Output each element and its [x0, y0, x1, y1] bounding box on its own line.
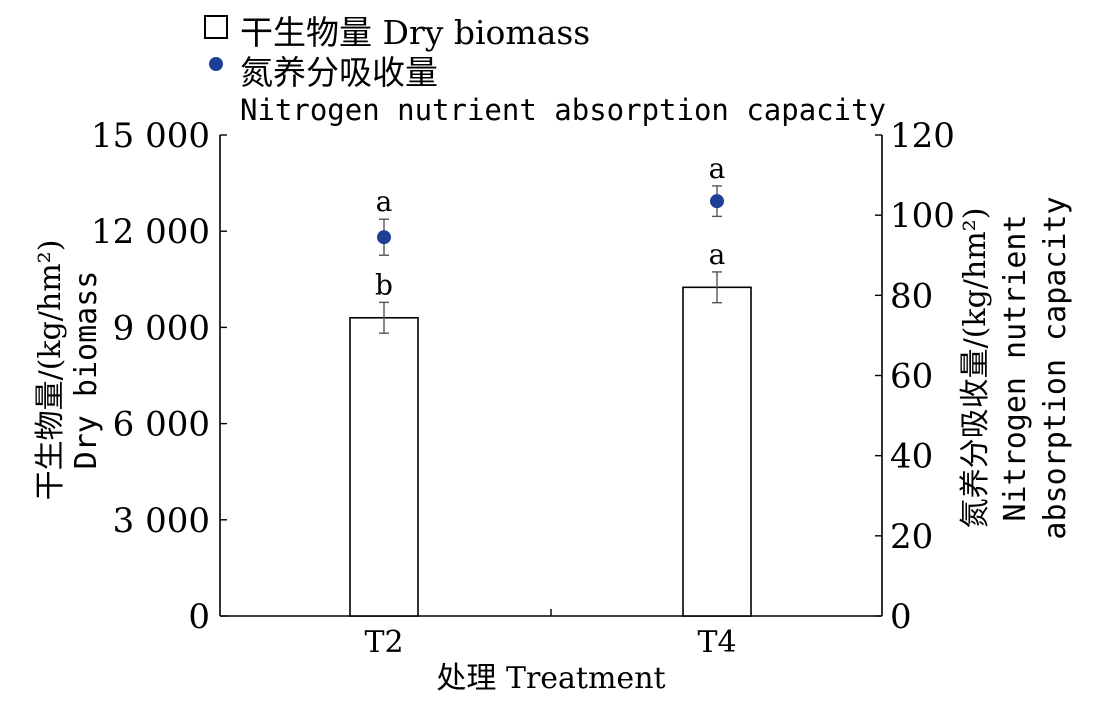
right-tick-label: 100: [890, 196, 955, 236]
point-nitrogen: [710, 194, 724, 209]
bar-dry-biomass: [349, 316, 419, 617]
left-tick-label: 12 000: [91, 212, 210, 252]
left-axis-title: 干生物量/(kg/hm²) Dry biomass: [33, 240, 104, 501]
right-axis-label-line1: 氮养分吸收量/(kg/hm²): [958, 208, 993, 529]
right-tick-label: 60: [890, 357, 933, 397]
right-tick-label: 20: [890, 517, 933, 557]
legend-square-marker: [204, 15, 228, 39]
x-category-label: T2: [364, 625, 403, 660]
legend-label-dry-biomass: 干生物量 Dry biomass: [240, 13, 590, 52]
bar-significance-label: a: [709, 238, 726, 271]
point-significance-label: a: [376, 185, 393, 218]
legend-circle-marker: [209, 57, 223, 71]
right-tick-label: 0: [890, 597, 912, 637]
right-axis-title: 氮养分吸收量/(kg/hm²) Nitrogen nutrient absorp…: [958, 196, 1073, 539]
bars: ba: [349, 238, 752, 617]
bar-dry-biomass: [682, 286, 752, 617]
right-tick-label: 120: [890, 116, 955, 156]
points: aa: [376, 152, 726, 256]
legend: 干生物量 Dry biomass 氮养分吸收量 Nitrogen nutrien…: [204, 13, 886, 127]
point-nitrogen: [377, 230, 391, 245]
left-tick-label: 15 000: [91, 116, 210, 156]
legend-label-nitrogen: 氮养分吸收量: [240, 53, 438, 92]
x-category-label: T4: [697, 625, 736, 660]
right-tick-label: 40: [890, 437, 933, 477]
left-tick-label: 3 000: [113, 501, 210, 541]
left-axis-label-line1: 干生物量/(kg/hm²): [33, 240, 68, 501]
right-axis-label-line2: Nitrogen nutrient: [998, 214, 1033, 521]
left-tick-label: 0: [188, 597, 210, 637]
x-axis-label: 处理 Treatment: [436, 661, 665, 696]
right-axis-ticks: 0 20 40 60 80 100 120: [875, 116, 955, 637]
left-axis-label-line2: Dry biomass: [69, 271, 104, 470]
left-tick-label: 6 000: [113, 405, 210, 445]
x-axis-ticks: T2 T4: [364, 609, 737, 660]
left-axis-ticks: 0 3 000 6 000 9 000 12 000 15 000: [91, 116, 227, 637]
left-tick-label: 9 000: [113, 308, 210, 348]
right-axis-label-line3: absorption capacity: [1038, 196, 1073, 539]
bar-significance-label: b: [375, 268, 393, 301]
right-tick-label: 80: [890, 276, 933, 316]
point-significance-label: a: [709, 152, 726, 185]
legend-sublabel-nitrogen: Nitrogen nutrient absorption capacity: [240, 93, 886, 127]
